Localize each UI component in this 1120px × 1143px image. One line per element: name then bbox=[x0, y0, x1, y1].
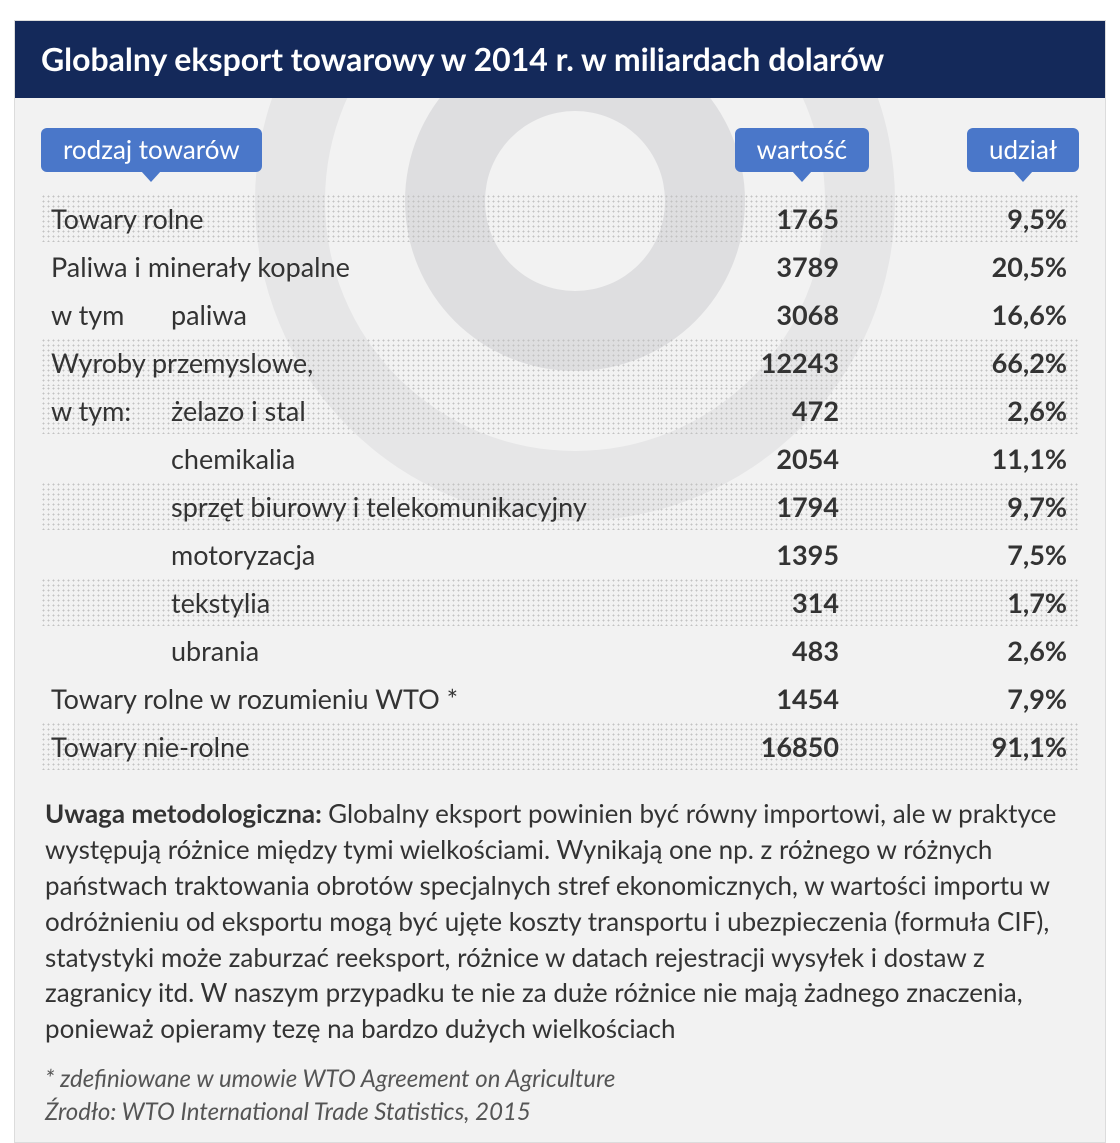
source-line: Źrodło: WTO International Trade Statisti… bbox=[45, 1096, 1075, 1128]
row-share: 11,1% bbox=[869, 434, 1079, 482]
row-share: 7,5% bbox=[869, 530, 1079, 578]
table-row: chemikalia205411,1% bbox=[41, 434, 1079, 482]
row-value: 1794 bbox=[659, 482, 869, 530]
table-row: tekstylia3141,7% bbox=[41, 578, 1079, 626]
table-row: w tympaliwa306816,6% bbox=[41, 290, 1079, 338]
row-label: ubrania bbox=[41, 626, 659, 674]
header-share: udział bbox=[967, 128, 1079, 172]
table-row: w tym:żelazo i stal4722,6% bbox=[41, 386, 1079, 434]
row-label: tekstylia bbox=[41, 578, 659, 626]
row-label: w tym:żelazo i stal bbox=[41, 386, 659, 434]
row-label: Towary rolne w rozumieniu WTO * bbox=[41, 674, 659, 722]
row-share: 9,5% bbox=[869, 194, 1079, 242]
table-row: Towary nie-rolne1685091,1% bbox=[41, 722, 1079, 770]
row-label: chemikalia bbox=[41, 434, 659, 482]
row-label: Wyroby przemyslowe, bbox=[41, 338, 659, 386]
row-label: Towary nie-rolne bbox=[41, 722, 659, 770]
row-share: 2,6% bbox=[869, 386, 1079, 434]
row-label: w tympaliwa bbox=[41, 290, 659, 338]
table-row: Towary rolne17659,5% bbox=[41, 194, 1079, 242]
table-row: motoryzacja13957,5% bbox=[41, 530, 1079, 578]
row-label: motoryzacja bbox=[41, 530, 659, 578]
row-label: Towary rolne bbox=[41, 194, 659, 242]
row-label: Paliwa i minerały kopalne bbox=[41, 242, 659, 290]
table-card: Globalny eksport towarowy w 2014 r. w mi… bbox=[14, 20, 1106, 1143]
header-pills: rodzaj towarów wartość udział bbox=[41, 128, 1079, 172]
row-value: 3789 bbox=[659, 242, 869, 290]
row-label: sprzęt biurowy i telekomunikacyjny bbox=[41, 482, 659, 530]
row-value: 1395 bbox=[659, 530, 869, 578]
row-value: 483 bbox=[659, 626, 869, 674]
row-value: 1454 bbox=[659, 674, 869, 722]
header-value: wartość bbox=[735, 128, 869, 172]
footnote: * zdefiniowane w umowie WTO Agreement on… bbox=[45, 1063, 1075, 1095]
row-value: 2054 bbox=[659, 434, 869, 482]
table-row: Wyroby przemyslowe,1224366,2% bbox=[41, 338, 1079, 386]
note-text: Globalny eksport powinien być równy impo… bbox=[45, 797, 1056, 1044]
row-lead: w tym bbox=[51, 298, 171, 331]
data-table: Towary rolne17659,5%Paliwa i minerały ko… bbox=[41, 194, 1079, 770]
row-value: 472 bbox=[659, 386, 869, 434]
row-share: 9,7% bbox=[869, 482, 1079, 530]
row-share: 2,6% bbox=[869, 626, 1079, 674]
row-share: 91,1% bbox=[869, 722, 1079, 770]
row-value: 314 bbox=[659, 578, 869, 626]
methodology-note: Uwaga metodologiczna: Globalny eksport p… bbox=[15, 770, 1105, 1057]
row-lead: w tym: bbox=[51, 394, 171, 427]
row-value: 1765 bbox=[659, 194, 869, 242]
row-value: 16850 bbox=[659, 722, 869, 770]
row-value: 12243 bbox=[659, 338, 869, 386]
row-share: 7,9% bbox=[869, 674, 1079, 722]
table-row: sprzęt biurowy i telekomunikacyjny17949,… bbox=[41, 482, 1079, 530]
note-label: Uwaga metodologiczna: bbox=[45, 797, 328, 829]
header-category: rodzaj towarów bbox=[41, 128, 262, 172]
table-row: Paliwa i minerały kopalne378920,5% bbox=[41, 242, 1079, 290]
source-block: * zdefiniowane w umowie WTO Agreement on… bbox=[15, 1057, 1105, 1142]
row-value: 3068 bbox=[659, 290, 869, 338]
table-row: ubrania4832,6% bbox=[41, 626, 1079, 674]
row-share: 1,7% bbox=[869, 578, 1079, 626]
row-share: 20,5% bbox=[869, 242, 1079, 290]
row-share: 16,6% bbox=[869, 290, 1079, 338]
table-body: rodzaj towarów wartość udział Towary rol… bbox=[15, 98, 1105, 770]
row-share: 66,2% bbox=[869, 338, 1079, 386]
table-row: Towary rolne w rozumieniu WTO *14547,9% bbox=[41, 674, 1079, 722]
title-bar: Globalny eksport towarowy w 2014 r. w mi… bbox=[15, 21, 1105, 98]
